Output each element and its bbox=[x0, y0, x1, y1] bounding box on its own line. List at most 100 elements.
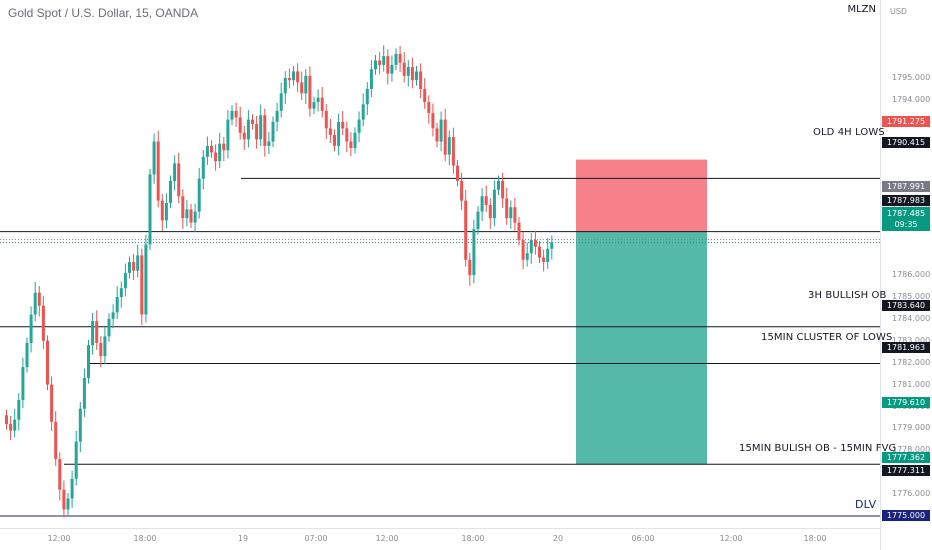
candle bbox=[472, 229, 476, 276]
candle bbox=[484, 196, 488, 206]
candle bbox=[197, 178, 201, 212]
candle bbox=[58, 459, 62, 490]
candle bbox=[66, 498, 70, 510]
candle bbox=[25, 342, 29, 368]
candle bbox=[13, 419, 17, 431]
candle bbox=[132, 261, 136, 271]
candle bbox=[423, 88, 427, 103]
candle bbox=[107, 318, 111, 337]
price-tick: 1776.000 bbox=[892, 489, 931, 499]
price-tick: 1786.000 bbox=[892, 270, 931, 280]
candle bbox=[427, 102, 431, 114]
price-tick: 1784.000 bbox=[892, 313, 931, 323]
price-tick: 1783.000 bbox=[892, 335, 931, 345]
time-tick: 12:00 bbox=[719, 534, 743, 543]
time-tick: 12:00 bbox=[375, 534, 399, 543]
candle bbox=[234, 110, 238, 118]
candle bbox=[538, 246, 541, 258]
candle bbox=[509, 207, 513, 219]
candle bbox=[386, 56, 390, 74]
candle bbox=[251, 119, 254, 124]
candle bbox=[152, 141, 156, 175]
time-tick: 07:00 bbox=[304, 534, 328, 543]
candle bbox=[193, 211, 197, 223]
candle bbox=[173, 163, 177, 181]
time-axis-border bbox=[0, 528, 880, 529]
candle bbox=[201, 156, 205, 179]
candle bbox=[550, 242, 554, 249]
candle bbox=[177, 163, 181, 197]
candle bbox=[521, 240, 525, 260]
old-lows-price-badge: 1790.415 bbox=[882, 137, 930, 148]
bar-countdown: 09:35 bbox=[894, 220, 918, 229]
candle bbox=[214, 152, 218, 162]
candle bbox=[361, 104, 365, 120]
candle bbox=[456, 165, 459, 181]
candle bbox=[378, 60, 382, 65]
take-profit-zone bbox=[576, 231, 707, 465]
stop-price-badge: 1791.275 bbox=[882, 116, 930, 127]
symbol-title[interactable]: Gold Spot / U.S. Dollar, 15, OANDA bbox=[8, 6, 199, 20]
candle bbox=[341, 121, 345, 129]
candle bbox=[542, 257, 546, 262]
candle bbox=[136, 255, 140, 271]
candle bbox=[292, 71, 295, 81]
candle bbox=[267, 141, 271, 146]
candle bbox=[95, 321, 99, 343]
candle bbox=[21, 367, 25, 400]
last-close-badge: 1787.991 bbox=[882, 181, 930, 192]
candle bbox=[226, 119, 230, 151]
candle bbox=[263, 115, 267, 146]
current-price-value: 1787.485 bbox=[886, 209, 926, 218]
candle bbox=[365, 88, 369, 105]
candle bbox=[205, 145, 209, 157]
candle bbox=[140, 255, 144, 315]
annotation-dlv[interactable]: DLV bbox=[855, 498, 877, 511]
candle bbox=[181, 196, 185, 219]
time-tick: 18:00 bbox=[133, 534, 157, 543]
annotation-15min-ob-fvg[interactable]: 15MIN BULISH OB - 15MIN FVG bbox=[739, 443, 897, 454]
candle bbox=[271, 121, 275, 142]
candle bbox=[328, 128, 332, 135]
dlv-price-badge: 1775.000 bbox=[882, 510, 930, 521]
current-price-badge: 1787.485 09:35 bbox=[882, 207, 930, 231]
currency-label: USD bbox=[890, 7, 907, 16]
mid-target-badge: 1779.610 bbox=[882, 397, 930, 408]
candle bbox=[312, 102, 316, 109]
candle bbox=[287, 78, 291, 81]
entry-price-badge: 1787.983 bbox=[882, 195, 930, 206]
candle bbox=[468, 259, 472, 276]
price-tick: 1778.000 bbox=[892, 445, 931, 455]
price-tick: 1794.000 bbox=[892, 94, 931, 104]
candle bbox=[5, 415, 8, 425]
annotation-3h-bullish-ob[interactable]: 3H BULLISH OB bbox=[808, 290, 887, 301]
candle bbox=[210, 145, 213, 153]
candle bbox=[82, 378, 86, 409]
candle bbox=[517, 222, 521, 241]
candle bbox=[460, 180, 464, 201]
candle bbox=[46, 340, 49, 385]
candle bbox=[357, 119, 361, 133]
candle bbox=[62, 489, 66, 510]
price-axis-border bbox=[880, 0, 881, 550]
time-tick: 12:00 bbox=[47, 534, 71, 543]
candle bbox=[415, 71, 418, 81]
candle bbox=[218, 143, 222, 162]
annotation-15min-cluster-lows[interactable]: 15MIN CLUSTER OF LOWS bbox=[761, 332, 893, 343]
candle bbox=[406, 67, 410, 76]
candle bbox=[337, 121, 341, 146]
candle bbox=[296, 71, 300, 83]
time-tick: 18:00 bbox=[461, 534, 485, 543]
candle bbox=[185, 209, 189, 219]
time-tick: 19 bbox=[237, 534, 249, 543]
candle bbox=[447, 137, 451, 155]
candle bbox=[148, 174, 152, 245]
candle bbox=[50, 384, 54, 422]
time-tick: 06:00 bbox=[631, 534, 655, 543]
annotation-old-4h-lows[interactable]: OLD 4H LOWS bbox=[813, 127, 885, 138]
candle bbox=[74, 441, 78, 479]
candle bbox=[9, 424, 13, 431]
candle bbox=[70, 478, 74, 499]
price-tick: 1782.000 bbox=[892, 357, 931, 367]
